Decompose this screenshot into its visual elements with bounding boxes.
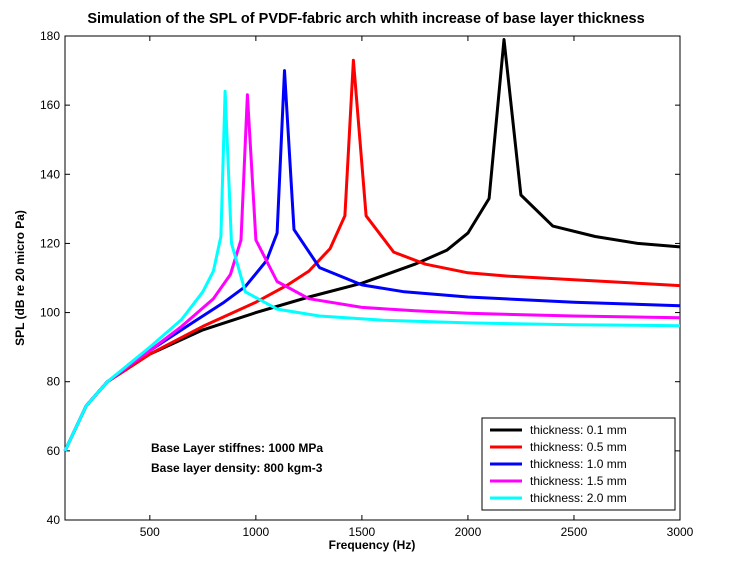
legend-label-4: thickness: 1.5 mm <box>530 474 627 488</box>
x-tick-label: 1000 <box>243 525 270 539</box>
y-tick-label: 180 <box>40 29 60 43</box>
x-axis: 500 1000 1500 2000 2500 3000 <box>140 36 694 539</box>
y-tick-label: 160 <box>40 98 60 112</box>
legend-label-5: thickness: 2.0 mm <box>530 491 627 505</box>
legend-label-1: thickness: 0.1 mm <box>530 423 627 437</box>
x-tick-label: 2500 <box>561 525 588 539</box>
x-tick-label: 3000 <box>667 525 694 539</box>
series-lines <box>63 38 681 452</box>
chart-title: Simulation of the SPL of PVDF-fabric arc… <box>87 11 644 27</box>
series-line-4 <box>63 93 681 452</box>
series-line-2 <box>63 58 681 452</box>
y-tick-label: 80 <box>47 375 61 389</box>
x-tick-label: 1500 <box>349 525 376 539</box>
series-line-5 <box>63 89 681 452</box>
y-tick-label: 60 <box>47 444 61 458</box>
annotation-stiffness: Base Layer stiffnes: 1000 MPa <box>151 441 323 455</box>
annotation-density: Base layer density: 800 kgm-3 <box>151 461 323 475</box>
y-tick-label: 100 <box>40 306 60 320</box>
y-axis-label: SPL (dB re 20 micro Pa) <box>13 210 27 346</box>
x-tick-label: 500 <box>140 525 160 539</box>
legend-label-3: thickness: 1.0 mm <box>530 457 627 471</box>
y-tick-label: 120 <box>40 236 60 250</box>
y-tick-label: 140 <box>40 167 60 181</box>
legend: thickness: 0.1 mm thickness: 0.5 mm thickn… <box>481 417 676 511</box>
legend-label-2: thickness: 0.5 mm <box>530 440 627 454</box>
y-axis: 40 60 80 100 120 140 160 180 <box>40 29 680 527</box>
x-tick-label: 2000 <box>455 525 482 539</box>
x-axis-label: Frequency (Hz) <box>329 538 416 552</box>
y-tick-label: 40 <box>47 513 61 527</box>
